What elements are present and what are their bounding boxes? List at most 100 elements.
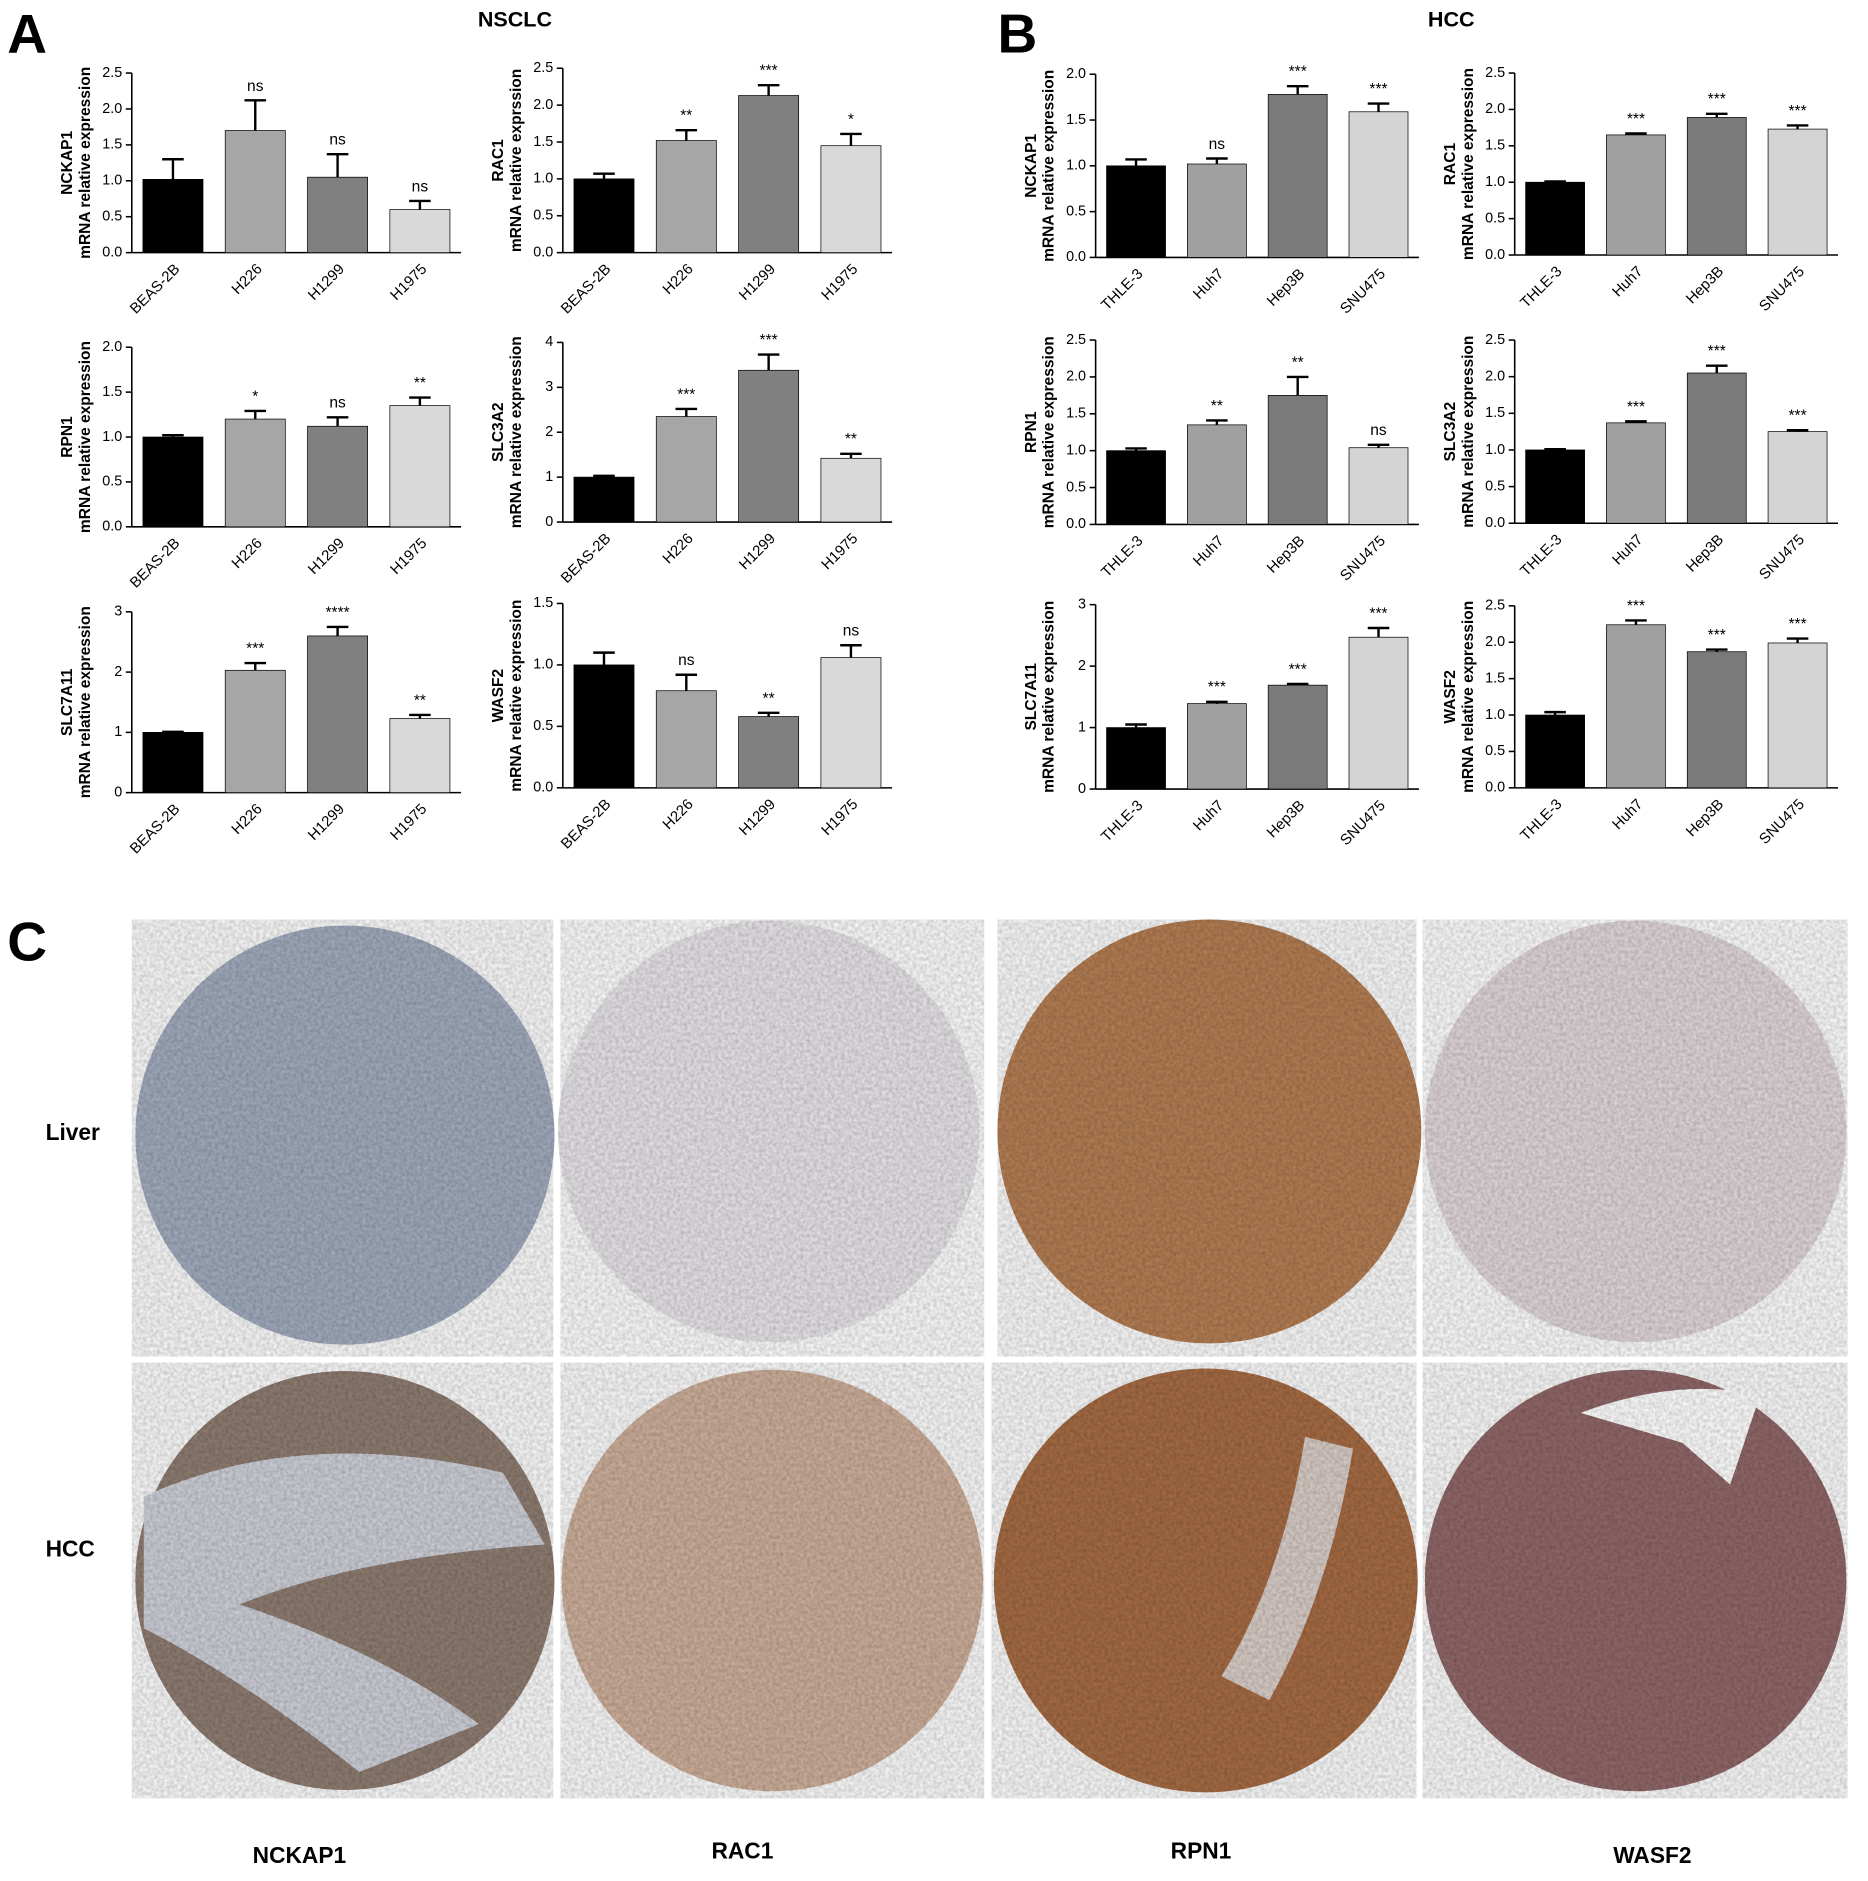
- panel-letter: B: [997, 3, 1037, 65]
- bar: [820, 457, 882, 523]
- y-axis-label: RAC1: [490, 139, 507, 182]
- y-tick-label: 1.5: [1485, 138, 1505, 154]
- ihc-core: [558, 920, 980, 1343]
- bar: [1348, 636, 1409, 790]
- y-tick-label: 2: [1078, 658, 1086, 674]
- y-axis-label: mRNA relative expression: [77, 606, 94, 798]
- y-tick-label: 0.0: [102, 244, 122, 260]
- bar: [573, 664, 635, 789]
- y-tick-label: 2: [114, 664, 122, 680]
- bar: [1267, 684, 1328, 790]
- ihc-col-label: RAC1: [711, 1837, 773, 1863]
- y-tick-label: 1.5: [102, 137, 122, 153]
- bar-chart: 0 1 2 3 4 SLC3A2 mRNA relative expression BEAS-…: [490, 332, 893, 587]
- x-tick-label: THLE-3: [1517, 531, 1565, 579]
- ihc-row-label: Liver: [46, 1119, 100, 1145]
- error-bar: [244, 661, 267, 671]
- y-axis-label: mRNA relative expression: [508, 600, 525, 792]
- x-tick-label: BEAS-2B: [127, 801, 184, 858]
- y-tick-label: 1: [1078, 719, 1086, 735]
- x-tick-label: H1299: [736, 530, 779, 573]
- y-axis-label: SLC7A11: [59, 668, 76, 736]
- y-tick-label: 2.0: [533, 97, 553, 113]
- bar: [1525, 714, 1585, 789]
- significance: **: [414, 692, 426, 709]
- x-tick-label: SNU475: [1337, 265, 1389, 317]
- y-axis-label: mRNA relative expression: [1041, 601, 1058, 793]
- x-tick-label: H1975: [818, 796, 861, 839]
- bar: [1348, 111, 1409, 258]
- x-tick-label: H1975: [818, 261, 861, 304]
- error-bar: [1367, 443, 1390, 448]
- bar-chart: 0.0 0.5 1.0 1.5 2.0 2.5 NCKAP1 mRNA relative ex…: [59, 65, 462, 318]
- error-bar: [593, 172, 615, 179]
- bar: [738, 716, 800, 789]
- x-tick-label: SNU475: [1756, 796, 1808, 848]
- y-axis-label: RAC1: [1442, 143, 1459, 186]
- y-axis-label: WASF2: [1442, 670, 1459, 724]
- y-tick-label: 1.5: [1066, 406, 1086, 422]
- error-bar: [1786, 428, 1809, 432]
- significance: ***: [1289, 661, 1307, 678]
- x-tick-label: H1299: [305, 535, 348, 578]
- error-bar: [1286, 682, 1309, 686]
- bar: [738, 95, 800, 253]
- bar: [573, 178, 635, 253]
- bar: [1606, 134, 1666, 256]
- y-tick-label: 1.0: [533, 171, 553, 187]
- x-tick-label: Huh7: [1609, 531, 1646, 568]
- bar: [142, 436, 204, 528]
- x-tick-label: SNU475: [1337, 532, 1389, 584]
- y-tick-label: 0: [114, 784, 122, 800]
- x-tick-label: Hep3B: [1683, 263, 1727, 307]
- error-bar: [162, 158, 184, 180]
- significance: ***: [760, 332, 778, 349]
- y-tick-label: 3: [545, 379, 553, 395]
- ihc-col-label: RPN1: [1171, 1837, 1232, 1863]
- x-tick-label: Hep3B: [1264, 797, 1308, 841]
- error-bar: [1544, 180, 1566, 183]
- ihc-col-label: WASF2: [1613, 1842, 1691, 1868]
- y-tick-label: 0.5: [102, 474, 122, 490]
- x-tick-label: SNU475: [1337, 797, 1389, 849]
- ihc-stroma: [1221, 1436, 1354, 1701]
- ihc-tear: [1580, 1388, 1761, 1485]
- bar-chart: 0.0 0.5 1.0 1.5 2.0 2.5 RPN1 mRNA relative expr…: [1023, 332, 1419, 584]
- x-tick-label: H226: [659, 261, 696, 298]
- y-tick-label: 4: [545, 334, 553, 350]
- significance: ns: [1370, 422, 1387, 439]
- significance: ***: [1208, 679, 1226, 696]
- x-tick-label: Hep3B: [1683, 796, 1727, 840]
- bar-chart: 0.0 0.5 1.0 1.5 2.0 2.5 RAC1 mRNA relative expr…: [490, 60, 893, 318]
- y-axis-label: mRNA relative expression: [77, 67, 94, 259]
- y-axis-label: mRNA relative expression: [1041, 70, 1058, 262]
- x-tick-label: Hep3B: [1264, 265, 1308, 309]
- significance: *: [848, 111, 854, 128]
- significance: ns: [412, 178, 429, 195]
- bar: [1606, 624, 1666, 789]
- significance: ***: [1708, 91, 1726, 108]
- x-tick-label: BEAS-2B: [558, 261, 615, 318]
- bar: [1106, 165, 1166, 258]
- error-bar: [326, 153, 349, 178]
- bar: [820, 657, 882, 789]
- x-tick-label: BEAS-2B: [127, 261, 184, 318]
- bar: [1686, 651, 1747, 789]
- error-bar: [1625, 132, 1647, 135]
- y-tick-label: 0: [1078, 781, 1086, 797]
- x-tick-label: H226: [228, 261, 265, 298]
- x-tick-label: Huh7: [1609, 796, 1646, 833]
- x-tick-label: Huh7: [1190, 532, 1227, 569]
- y-tick-label: 1.0: [102, 429, 122, 445]
- y-tick-label: 2.0: [102, 101, 122, 117]
- y-tick-label: 0.0: [1066, 516, 1086, 532]
- error-bar: [757, 84, 780, 96]
- x-tick-label: BEAS-2B: [558, 530, 615, 587]
- error-bar: [840, 452, 862, 459]
- y-axis-label: mRNA relative expression: [77, 341, 94, 533]
- y-tick-label: 0.5: [1066, 203, 1086, 219]
- error-bar: [409, 396, 431, 406]
- x-tick-label: THLE-3: [1098, 532, 1146, 580]
- x-tick-label: SNU475: [1756, 263, 1808, 315]
- error-bar: [1705, 648, 1728, 652]
